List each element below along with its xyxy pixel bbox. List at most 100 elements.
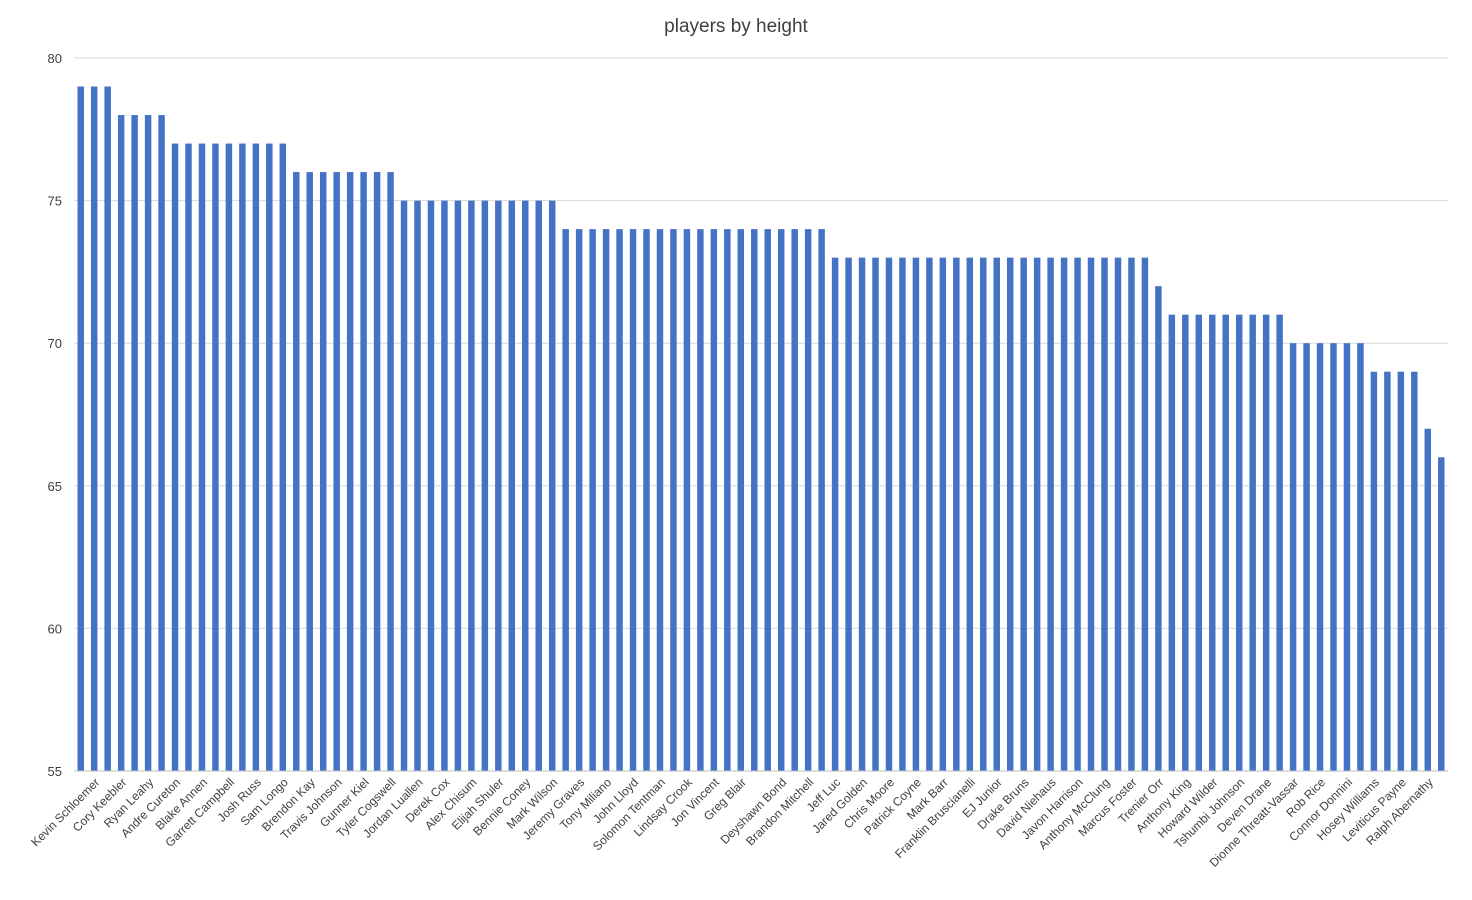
bar bbox=[1006, 257, 1014, 771]
bar bbox=[616, 229, 623, 771]
bar bbox=[1343, 343, 1351, 771]
bar bbox=[1235, 314, 1243, 771]
bar bbox=[1033, 257, 1041, 771]
bar bbox=[939, 257, 947, 771]
y-tick-label: 60 bbox=[48, 621, 62, 636]
bar bbox=[495, 200, 502, 772]
bar bbox=[293, 172, 300, 771]
bar bbox=[400, 200, 408, 772]
bar bbox=[1303, 343, 1310, 771]
bar bbox=[912, 257, 920, 771]
bar bbox=[1411, 371, 1418, 771]
bar bbox=[1289, 343, 1297, 771]
y-tick-label: 75 bbox=[48, 194, 62, 209]
bar bbox=[239, 143, 246, 771]
bar bbox=[953, 257, 960, 771]
bar bbox=[104, 86, 111, 771]
bar bbox=[777, 229, 785, 771]
bar bbox=[656, 229, 664, 771]
bar bbox=[993, 257, 1000, 771]
bar bbox=[1128, 257, 1135, 771]
y-axis-ticks: 55 60 65 70 75 80 bbox=[48, 51, 62, 779]
bar bbox=[629, 229, 637, 771]
bar bbox=[670, 229, 677, 771]
bar bbox=[899, 257, 906, 771]
bar bbox=[1262, 314, 1270, 771]
bar bbox=[697, 229, 704, 771]
bars bbox=[77, 86, 1445, 772]
bar bbox=[508, 200, 516, 772]
bar bbox=[1424, 428, 1432, 771]
bar bbox=[926, 257, 933, 771]
bar bbox=[90, 86, 98, 771]
bar bbox=[77, 86, 84, 771]
bar bbox=[1384, 371, 1391, 771]
bar bbox=[1276, 314, 1283, 771]
bar bbox=[602, 229, 610, 771]
bar bbox=[818, 229, 825, 771]
bar bbox=[252, 143, 260, 771]
bar bbox=[1060, 257, 1068, 771]
bar bbox=[306, 172, 313, 771]
bar bbox=[346, 172, 354, 771]
bar bbox=[1370, 371, 1378, 771]
bar bbox=[710, 229, 718, 771]
bar bbox=[427, 200, 435, 772]
bar bbox=[387, 172, 394, 771]
bar bbox=[562, 229, 569, 771]
bar bbox=[1168, 314, 1176, 771]
bar bbox=[1222, 314, 1229, 771]
bar bbox=[1249, 314, 1256, 771]
bar bbox=[171, 143, 179, 771]
bar bbox=[454, 200, 462, 772]
bar bbox=[373, 172, 381, 771]
bar bbox=[131, 115, 138, 772]
bar bbox=[266, 143, 273, 771]
bar bbox=[872, 257, 879, 771]
bar bbox=[575, 229, 583, 771]
bar bbox=[1357, 343, 1364, 771]
bar bbox=[441, 200, 448, 772]
bar bbox=[481, 200, 489, 772]
chart-title: players by height bbox=[664, 16, 808, 37]
bar bbox=[468, 200, 475, 772]
bar bbox=[1316, 343, 1324, 771]
bar bbox=[885, 257, 893, 771]
bar bbox=[980, 257, 987, 771]
bar bbox=[737, 229, 745, 771]
bar bbox=[1182, 314, 1189, 771]
bar bbox=[764, 229, 771, 771]
bar bbox=[535, 200, 542, 772]
bar bbox=[1074, 257, 1081, 771]
bar bbox=[845, 257, 852, 771]
bar bbox=[751, 229, 758, 771]
bar bbox=[1114, 257, 1122, 771]
y-tick-label: 80 bbox=[48, 51, 62, 66]
bar bbox=[966, 257, 974, 771]
bar bbox=[279, 143, 287, 771]
bar bbox=[804, 229, 812, 771]
bar bbox=[1330, 343, 1337, 771]
bar bbox=[319, 172, 327, 771]
bar bbox=[212, 143, 219, 771]
bar bbox=[225, 143, 233, 771]
bar bbox=[831, 257, 839, 771]
bar bbox=[1195, 314, 1203, 771]
bar bbox=[144, 115, 152, 772]
y-tick-label: 55 bbox=[48, 764, 62, 779]
bar bbox=[185, 143, 192, 771]
bar bbox=[643, 229, 650, 771]
bar bbox=[548, 200, 556, 772]
bar bbox=[1087, 257, 1095, 771]
bar bbox=[724, 229, 731, 771]
bar bbox=[158, 115, 165, 772]
bar bbox=[1397, 371, 1405, 771]
bar bbox=[791, 229, 798, 771]
bar bbox=[1141, 257, 1149, 771]
bar bbox=[1101, 257, 1108, 771]
y-tick-label: 65 bbox=[48, 479, 62, 494]
bar bbox=[522, 200, 529, 772]
bar bbox=[414, 200, 421, 772]
